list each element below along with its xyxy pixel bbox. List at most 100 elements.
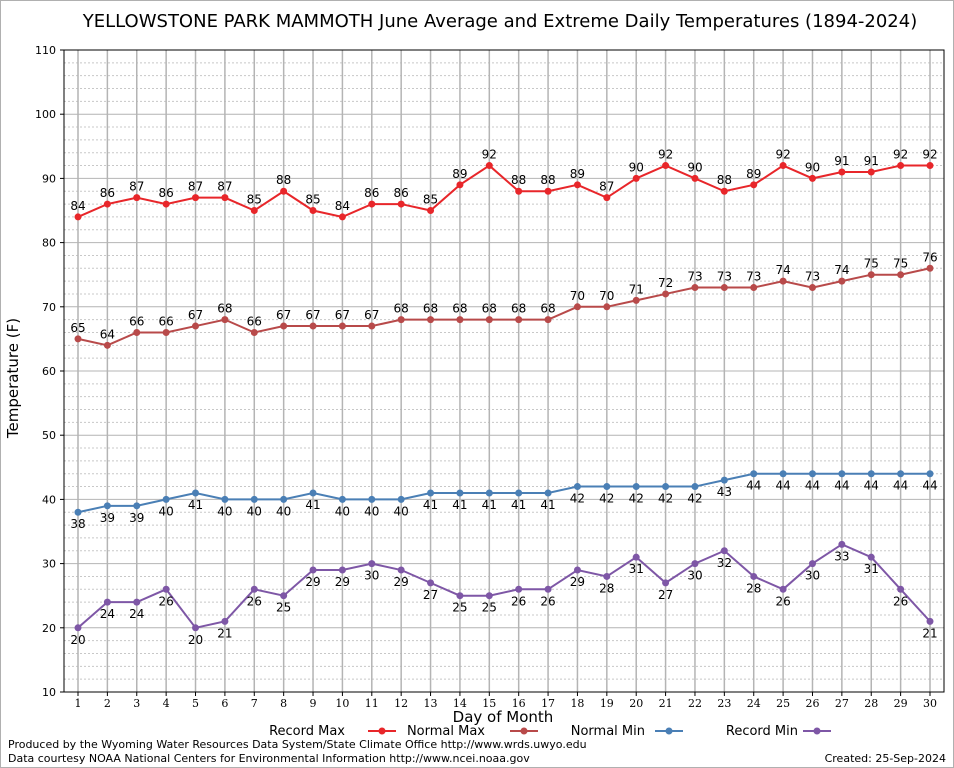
data-point: [691, 174, 699, 182]
data-point: [309, 207, 317, 214]
data-point: [515, 585, 523, 593]
data-label: 32: [717, 556, 732, 570]
data-point: [603, 483, 611, 491]
x-tick-label: 6: [221, 697, 228, 710]
data-point: [573, 303, 581, 311]
data-label: 67: [305, 308, 320, 322]
data-label: 29: [305, 575, 320, 589]
data-label: 90: [629, 160, 644, 174]
x-tick-label: 12: [394, 697, 408, 710]
data-label: 74: [834, 263, 849, 277]
data-label: 68: [482, 302, 497, 316]
data-point: [221, 617, 229, 625]
data-point: [133, 598, 141, 606]
created-date: Created: 25-Sep-2024: [824, 752, 946, 765]
data-point: [573, 483, 581, 491]
data-label: 43: [717, 485, 732, 499]
data-label: 75: [893, 257, 908, 271]
data-label: 72: [658, 276, 673, 290]
data-label: 86: [394, 186, 409, 200]
data-label: 26: [247, 594, 262, 608]
data-label: 21: [922, 626, 937, 640]
data-point: [427, 207, 435, 214]
y-tick-label: 50: [42, 429, 56, 442]
legend: Record Max Normal Max Normal Min Record Min: [269, 724, 831, 739]
data-label: 42: [599, 492, 614, 506]
data-label: 38: [70, 517, 85, 531]
data-label: 89: [746, 167, 761, 181]
data-label: 88: [276, 173, 291, 187]
data-point: [838, 168, 846, 176]
series-normal-min: 38 39 39 40 41 40 40 40 41 40 40 40 41 41 41 41 41 42 42 42…: [70, 470, 938, 531]
data-label: 20: [188, 633, 203, 647]
data-point: [603, 572, 611, 580]
data-point: [427, 579, 435, 587]
data-point: [427, 489, 435, 497]
data-label: 73: [717, 270, 732, 284]
data-label: 40: [247, 504, 262, 518]
x-tick-label: 17: [541, 697, 555, 710]
data-label: 91: [864, 154, 879, 168]
data-point: [485, 592, 493, 600]
x-tick-label: 15: [482, 697, 496, 710]
data-label: 26: [158, 594, 173, 608]
data-point: [368, 322, 376, 330]
data-point: [867, 271, 875, 279]
data-point: [103, 598, 111, 606]
data-point: [544, 316, 552, 324]
data-label: 41: [188, 498, 203, 512]
data-label: 44: [834, 479, 849, 493]
data-label: 73: [687, 270, 702, 284]
data-label: 25: [452, 601, 467, 615]
data-point: [192, 624, 200, 632]
y-tick-label: 100: [35, 108, 56, 121]
data-point: [133, 502, 141, 510]
data-point: [280, 187, 288, 195]
data-label: 67: [335, 308, 350, 322]
data-point: [74, 508, 82, 516]
series-record-max: 84 86 87 86 87 87 85 88 85 84 86 86 85 89 92 88 88 89 87 90…: [70, 148, 938, 221]
data-point: [250, 585, 258, 593]
data-label: 71: [629, 282, 644, 296]
data-label: 92: [922, 148, 937, 162]
data-point: [691, 284, 699, 292]
data-label: 87: [217, 180, 232, 194]
data-label: 92: [658, 148, 673, 162]
data-point: [74, 624, 82, 632]
data-label: 89: [452, 167, 467, 181]
data-point: [485, 162, 493, 170]
chart-title: YELLOWSTONE PARK MAMMOTH June Average an…: [82, 11, 917, 32]
x-tick-label: 21: [659, 697, 673, 710]
legend-marker: [378, 727, 386, 735]
data-point: [662, 579, 670, 587]
x-axis-label: Day of Month: [453, 708, 554, 726]
data-label: 21: [217, 626, 232, 640]
x-tick-label: 2: [104, 697, 111, 710]
data-label: 27: [423, 588, 438, 602]
data-label: 64: [100, 327, 115, 341]
data-point: [750, 181, 758, 189]
y-tick-label: 80: [42, 237, 56, 250]
data-point: [632, 174, 640, 182]
series-line: [77, 267, 931, 347]
data-point: [926, 264, 934, 272]
x-tick-label: 28: [864, 697, 878, 710]
data-point: [808, 284, 816, 292]
data-label: 90: [687, 160, 702, 174]
series-record-min: 20 24 24 26 20 21 26 25 29 29 30 29 27 25 25 26 26 29 28 31…: [70, 540, 938, 647]
data-label: 87: [129, 180, 144, 194]
data-point: [573, 566, 581, 574]
data-label: 88: [540, 173, 555, 187]
legend-item: Normal Max: [407, 724, 538, 739]
series-line: [77, 543, 931, 629]
data-point: [162, 585, 170, 593]
data-point: [573, 181, 581, 189]
x-tick-label: 18: [570, 697, 584, 710]
data-label: 26: [540, 594, 555, 608]
data-label: 85: [247, 193, 262, 207]
data-point: [720, 476, 728, 484]
legend-label: Normal Max: [407, 724, 485, 739]
data-label: 42: [658, 492, 673, 506]
y-axis-label: Temperature (F): [4, 318, 22, 439]
data-point: [603, 303, 611, 311]
